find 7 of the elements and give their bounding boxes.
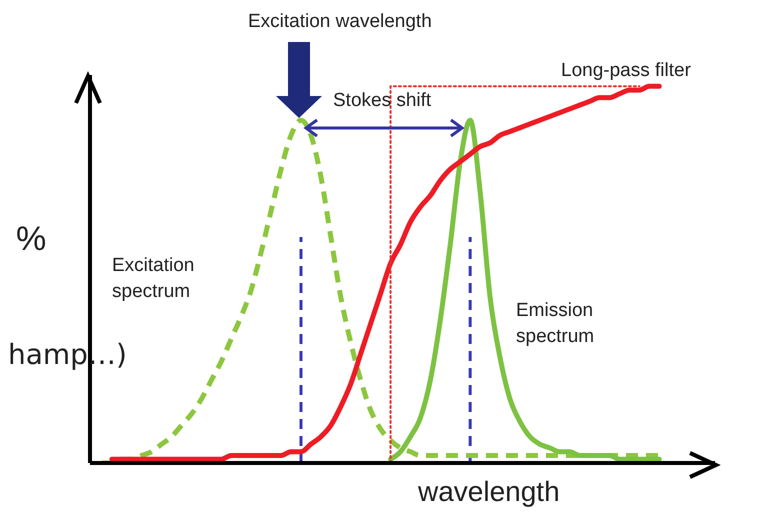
x-axis-title: wavelength <box>418 476 560 508</box>
series-label: Long-pass filter <box>561 59 692 83</box>
text: Excitation wavelength <box>248 11 433 33</box>
text: Excitation spectrum <box>112 254 196 304</box>
annotation: Stokes shift <box>333 90 432 112</box>
series-label: Emission spectrum <box>516 299 596 349</box>
y-axis-title: % <box>16 220 46 259</box>
